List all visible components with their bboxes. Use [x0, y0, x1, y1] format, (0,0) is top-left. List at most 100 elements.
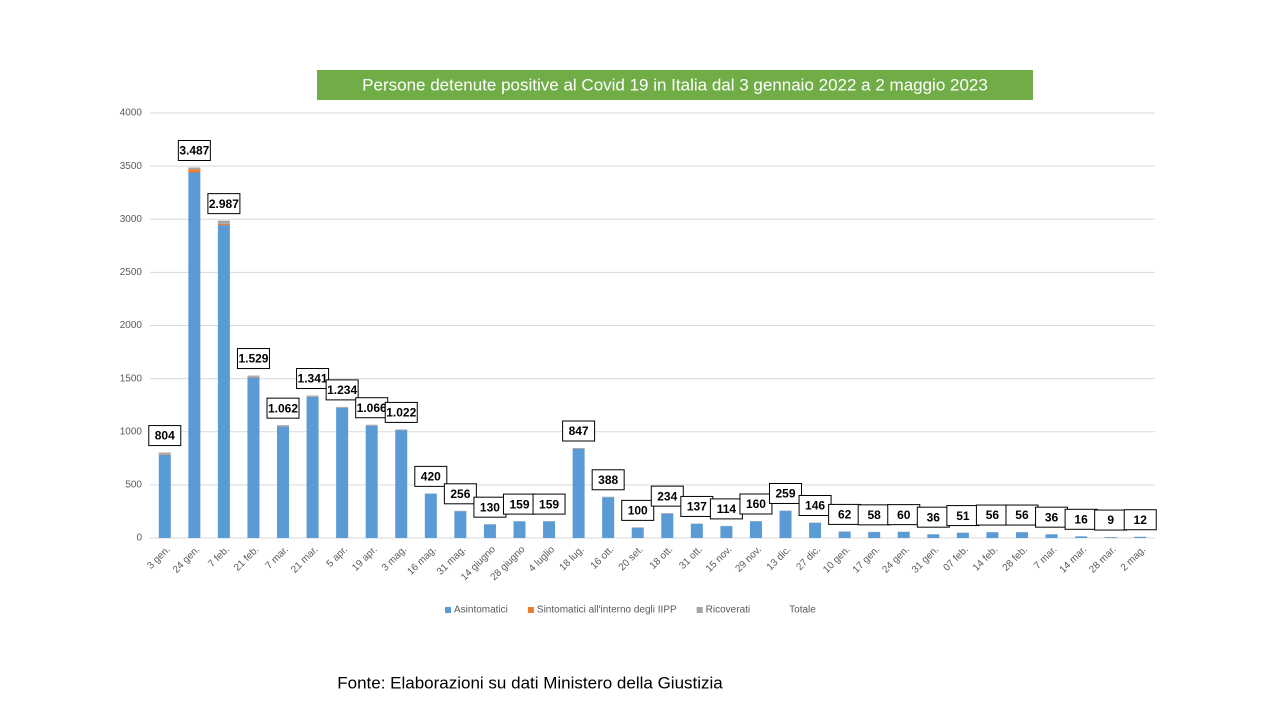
bar-segment — [779, 510, 792, 538]
x-tick-label: 19 apr. — [350, 544, 379, 573]
total-label-box — [591, 469, 625, 491]
bar-segment — [247, 375, 260, 377]
total-label: 1.062 — [268, 401, 298, 415]
bar-segment — [1045, 534, 1058, 538]
y-tick-label: 2500 — [120, 267, 143, 278]
x-tick-label: 28 mar. — [1087, 544, 1118, 575]
bar-segment — [838, 531, 851, 538]
x-tick-label: 2 mag. — [1119, 544, 1148, 573]
x-tick-label: 24 gen. — [880, 544, 911, 575]
total-label: 388 — [598, 473, 618, 487]
bar-segment — [424, 493, 437, 538]
bar-segment — [1104, 537, 1117, 538]
total-label-box — [236, 348, 270, 370]
x-tick-label: 15 nov. — [704, 544, 734, 574]
bar-segment — [986, 532, 999, 538]
total-label: 847 — [569, 424, 589, 438]
x-tick-label: 24 gen. — [171, 544, 202, 575]
total-label-box — [621, 499, 655, 521]
total-label: 1.234 — [327, 383, 357, 397]
total-label-box — [414, 465, 448, 487]
x-tick-label: 5 apr. — [325, 544, 350, 569]
x-tick-label: 28 feb. — [1001, 544, 1030, 573]
total-label-box — [443, 483, 477, 505]
bar-segment — [277, 426, 290, 538]
total-label-box — [562, 420, 596, 442]
bar-segment — [956, 532, 969, 538]
bar-segment — [572, 448, 585, 449]
total-label: 159 — [539, 497, 559, 511]
x-tick-label: 7 feb. — [206, 544, 231, 569]
bar-segment — [1075, 536, 1088, 538]
bar-segment — [158, 452, 171, 455]
bar-segment — [690, 523, 703, 538]
y-tick-label: 4000 — [120, 108, 143, 119]
total-label-box — [739, 493, 773, 515]
total-label: 56 — [1015, 508, 1029, 522]
total-label: 36 — [1045, 510, 1059, 524]
total-label-box — [296, 368, 330, 390]
total-label-box — [769, 482, 803, 504]
x-tick-label: 14 feb. — [971, 544, 1000, 573]
bar-segment — [336, 407, 349, 538]
y-tick-label: 1000 — [120, 426, 143, 437]
bar-segment — [868, 532, 881, 538]
total-label: 3.487 — [179, 144, 209, 158]
total-label-box — [177, 140, 211, 162]
y-tick-label: 3500 — [120, 161, 143, 172]
total-label: 1.022 — [386, 406, 416, 420]
y-tick-label: 3000 — [120, 214, 143, 225]
total-label-box — [266, 397, 300, 419]
x-tick-label: 31 ott. — [677, 544, 704, 571]
total-label: 420 — [421, 470, 441, 484]
legend-label: Sintomatici all'interno degli IIPP — [537, 605, 677, 616]
bar-segment — [188, 167, 201, 170]
legend-label: Ricoverati — [706, 605, 750, 616]
x-tick-label: 29 nov. — [733, 544, 763, 574]
bar-segment — [306, 396, 319, 538]
legend-swatch — [445, 607, 451, 613]
x-tick-label: 3 gen. — [145, 544, 172, 571]
total-label: 100 — [628, 504, 648, 518]
bar-segment — [247, 377, 260, 538]
bar-segment — [513, 521, 526, 538]
bar-segment — [365, 425, 378, 538]
total-label: 9 — [1107, 513, 1114, 527]
x-tick-label: 27 dic. — [794, 544, 823, 573]
bar-segment — [336, 406, 349, 408]
x-tick-label: 21 feb. — [232, 544, 261, 573]
x-tick-label: 31 gen. — [910, 544, 941, 575]
bar-segment — [188, 169, 201, 173]
total-label: 259 — [775, 487, 795, 501]
source-note: Fonte: Elaborazioni su dati Ministero de… — [337, 673, 723, 692]
x-tick-label: 16 ott. — [589, 544, 616, 571]
total-label: 51 — [956, 509, 970, 523]
bar-segment — [1015, 532, 1028, 538]
total-label: 16 — [1074, 512, 1088, 526]
x-tick-label: 13 dic. — [765, 544, 794, 573]
total-label: 60 — [897, 508, 911, 522]
x-tick-label: 07 feb. — [941, 544, 970, 573]
total-label-box — [1123, 509, 1157, 531]
bar-segment — [809, 522, 822, 538]
x-tick-label: 17 gen. — [851, 544, 882, 575]
x-tick-label: 4 luglio — [527, 544, 557, 574]
bar-segment — [661, 513, 674, 538]
total-label: 1.066 — [357, 401, 387, 415]
total-label: 804 — [155, 429, 175, 443]
bar-segment — [454, 511, 467, 538]
total-label: 234 — [657, 489, 677, 503]
x-tick-label: 18 lug. — [558, 544, 587, 573]
bar-segment — [277, 425, 290, 427]
bar-segment — [158, 454, 171, 538]
bar-segment — [188, 172, 201, 538]
total-label: 12 — [1134, 513, 1148, 527]
title-box — [317, 70, 1033, 100]
total-label: 36 — [927, 510, 941, 524]
bar-segment — [543, 521, 556, 538]
bar-segment — [720, 526, 733, 538]
total-label-box — [384, 401, 418, 423]
legend-swatch — [696, 607, 703, 613]
total-label: 56 — [986, 508, 1000, 522]
bar-segment — [927, 534, 940, 538]
